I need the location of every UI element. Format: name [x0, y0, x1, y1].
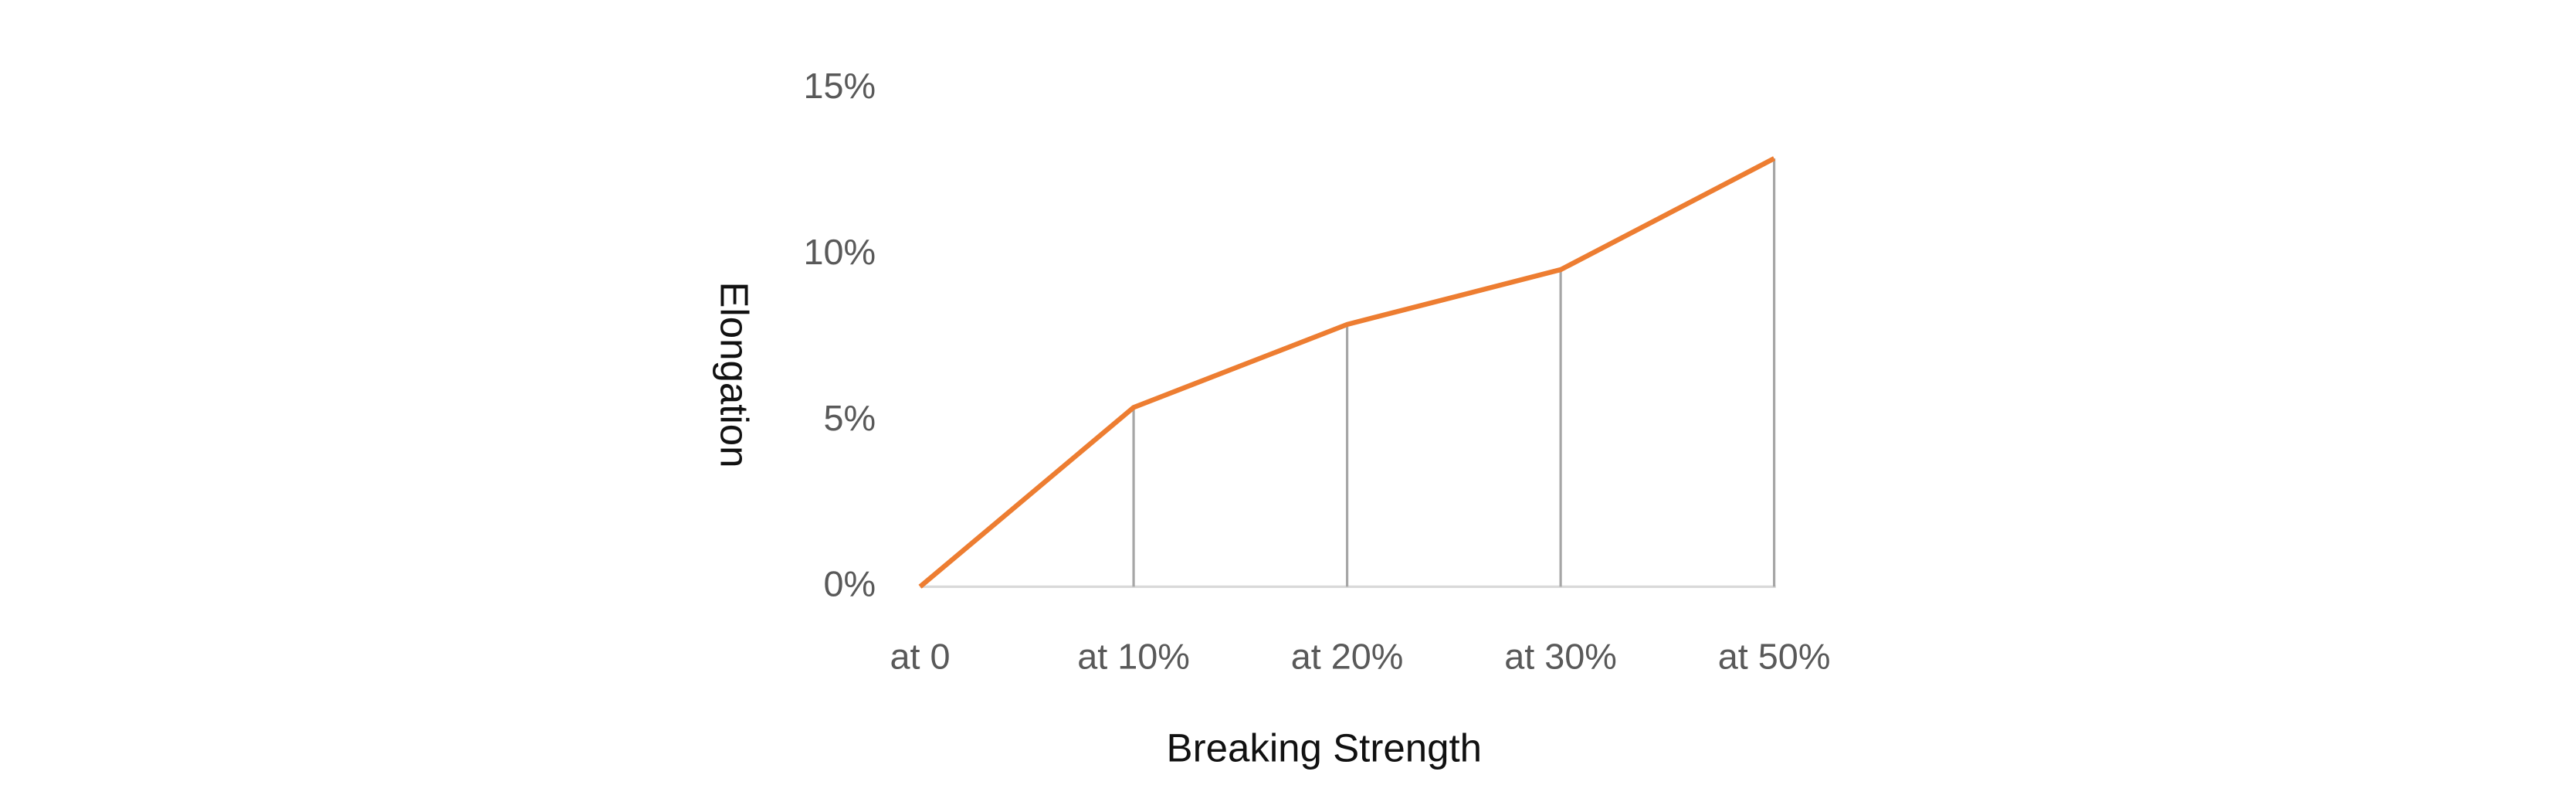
y-axis-title: Elongation	[712, 281, 756, 467]
x-tick-label: at 50%	[1718, 636, 1831, 676]
x-tick-label: at 10%	[1077, 636, 1190, 676]
x-tick-label: at 0	[890, 636, 951, 676]
y-tick-label: 10%	[803, 232, 876, 272]
x-axis-title: Breaking Strength	[1167, 726, 1483, 770]
y-tick-label: 0%	[823, 564, 876, 604]
y-tick-label: 15%	[803, 66, 876, 106]
x-tick-label: at 30%	[1504, 636, 1617, 676]
y-tick-label: 5%	[823, 398, 876, 438]
x-tick-label: at 20%	[1291, 636, 1404, 676]
series-line	[918, 156, 1776, 589]
